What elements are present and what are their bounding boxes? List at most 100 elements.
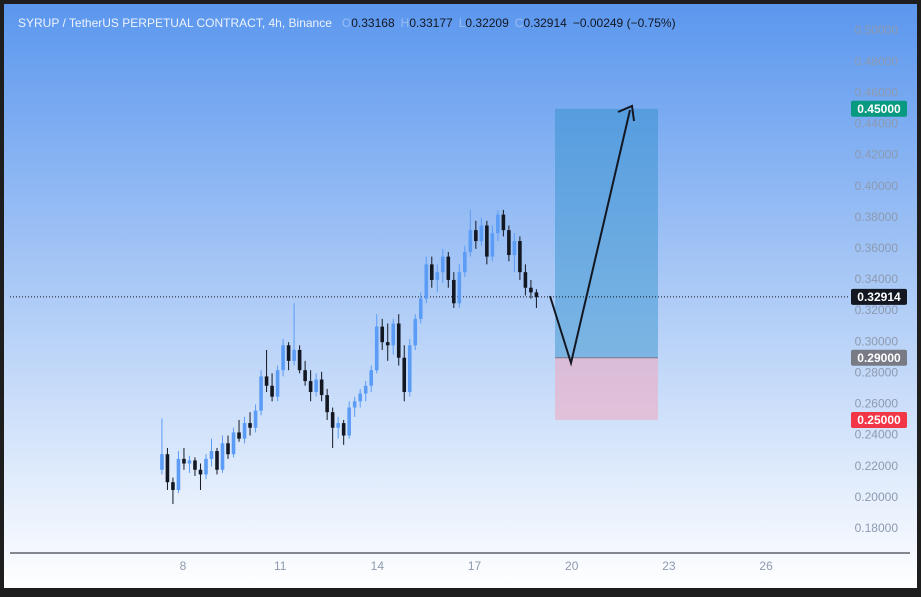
candle-body bbox=[198, 469, 203, 475]
change-value: −0.00249 (−0.75%) bbox=[573, 16, 676, 30]
candle-body bbox=[193, 460, 197, 470]
candle-body bbox=[396, 323, 401, 358]
y-tick-label: 0.44000 bbox=[855, 117, 899, 131]
ohlc-label: O bbox=[342, 16, 351, 30]
candle-body bbox=[374, 326, 379, 371]
candle-body bbox=[529, 287, 533, 293]
ohlc-value: 0.32209 bbox=[465, 16, 509, 30]
x-tick-label: 26 bbox=[759, 559, 773, 573]
y-tick-label: 0.20000 bbox=[855, 490, 899, 504]
y-tick-label: 0.26000 bbox=[855, 397, 899, 411]
x-tick-label: 8 bbox=[180, 559, 187, 573]
y-tick-label: 0.22000 bbox=[855, 459, 899, 473]
candle-body bbox=[518, 241, 522, 273]
y-tick-label: 0.46000 bbox=[855, 85, 899, 99]
ohlc-label: H bbox=[401, 16, 410, 30]
candle-body bbox=[308, 381, 313, 392]
candle-body bbox=[176, 458, 181, 490]
y-tick-label: 0.34000 bbox=[855, 272, 899, 286]
candle-body bbox=[363, 385, 368, 394]
candle-body bbox=[391, 323, 396, 346]
ohlc-label: L bbox=[459, 16, 466, 30]
y-tick-label: 0.28000 bbox=[855, 365, 899, 379]
candle-body bbox=[209, 451, 214, 459]
plot-area: 0.18000 0.20000 0.22000 0.24000 0.26000 0.280… bbox=[10, 23, 907, 573]
candle-body bbox=[369, 370, 374, 386]
candle-body bbox=[226, 443, 230, 455]
price-tag bbox=[851, 100, 907, 117]
candle-body bbox=[440, 256, 445, 273]
candle-body bbox=[303, 370, 307, 382]
candle-body bbox=[292, 349, 296, 361]
price-tag bbox=[851, 411, 907, 428]
x-tick-label: 20 bbox=[565, 559, 579, 573]
candle-body bbox=[297, 349, 302, 371]
candle-body bbox=[264, 376, 269, 386]
ohlc-label: C bbox=[515, 16, 524, 30]
stop-zone bbox=[555, 357, 658, 420]
y-tick-label: 0.30000 bbox=[855, 334, 899, 348]
candle-body bbox=[220, 443, 225, 470]
candle-body bbox=[490, 233, 495, 257]
candle-body bbox=[231, 432, 236, 455]
candle-body bbox=[452, 279, 456, 304]
candle-body bbox=[512, 241, 517, 256]
candle-body bbox=[463, 251, 467, 273]
ohlc-value: 0.33177 bbox=[409, 16, 453, 30]
candle-body bbox=[314, 379, 318, 392]
price-tag-label: 0.45000 bbox=[857, 102, 901, 116]
x-tick-label: 23 bbox=[662, 559, 676, 573]
candle-body bbox=[171, 482, 175, 490]
candle-body bbox=[435, 272, 440, 280]
candle-body bbox=[358, 393, 362, 402]
candle-body bbox=[446, 256, 451, 280]
candle-body bbox=[496, 214, 500, 234]
candle-body bbox=[468, 230, 473, 252]
candle-body bbox=[347, 407, 351, 436]
candle-body bbox=[248, 423, 252, 428]
ohlc-value: 0.33168 bbox=[351, 16, 395, 30]
candle-body bbox=[429, 264, 434, 280]
candle-body bbox=[165, 454, 170, 483]
candle-body bbox=[341, 423, 346, 436]
candle-body bbox=[474, 230, 478, 242]
candle-body bbox=[275, 370, 280, 397]
x-tick-label: 11 bbox=[274, 559, 287, 573]
candle-body bbox=[418, 298, 423, 319]
candle-body bbox=[479, 225, 484, 242]
candle-body bbox=[330, 412, 335, 428]
price-tag-label: 0.29000 bbox=[857, 351, 901, 365]
candle-body bbox=[325, 395, 329, 413]
candle-body bbox=[485, 225, 489, 257]
x-tick-label: 14 bbox=[371, 559, 385, 573]
candle-body bbox=[253, 410, 258, 428]
price-tag-label: 0.25000 bbox=[857, 413, 901, 427]
price-tag bbox=[851, 349, 907, 366]
candle-body bbox=[242, 423, 247, 439]
candle-body bbox=[407, 345, 412, 392]
y-tick-label: 0.36000 bbox=[855, 241, 899, 255]
candle-body bbox=[424, 264, 429, 299]
candle-body bbox=[413, 318, 418, 346]
candle-body bbox=[182, 458, 186, 464]
y-tick-label: 0.48000 bbox=[855, 54, 899, 68]
price-tag-label: 0.32914 bbox=[857, 290, 901, 304]
y-tick-label: 0.38000 bbox=[855, 210, 899, 224]
candle-body bbox=[270, 385, 274, 397]
candle-body bbox=[336, 423, 340, 428]
candle-body bbox=[501, 214, 506, 231]
candle-body bbox=[281, 345, 285, 371]
price-tag bbox=[851, 288, 907, 305]
candle-body bbox=[204, 458, 208, 475]
candle-body bbox=[286, 345, 291, 361]
y-tick-label: 0.42000 bbox=[855, 148, 899, 162]
y-tick-label: 0.24000 bbox=[855, 428, 899, 442]
candle-body bbox=[319, 379, 324, 396]
drawn-arrow bbox=[549, 109, 631, 367]
y-tick-label: 0.50000 bbox=[855, 23, 899, 37]
candle-body bbox=[237, 432, 241, 439]
y-tick-label: 0.40000 bbox=[855, 179, 899, 193]
y-tick-label: 0.32000 bbox=[855, 303, 899, 317]
